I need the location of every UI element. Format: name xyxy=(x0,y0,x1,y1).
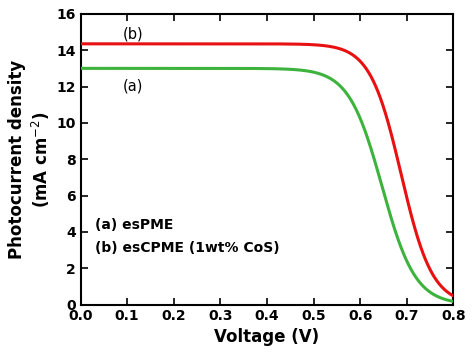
X-axis label: Voltage (V): Voltage (V) xyxy=(214,328,319,346)
Y-axis label: Photocurrent density
(mA cm$^{-2}$): Photocurrent density (mA cm$^{-2}$) xyxy=(9,59,52,259)
Text: (b) esCPME (1wt% CoS): (b) esCPME (1wt% CoS) xyxy=(95,241,280,255)
Text: (a) esPME: (a) esPME xyxy=(95,218,174,232)
Text: (a): (a) xyxy=(122,78,143,93)
Text: (b): (b) xyxy=(122,26,143,41)
